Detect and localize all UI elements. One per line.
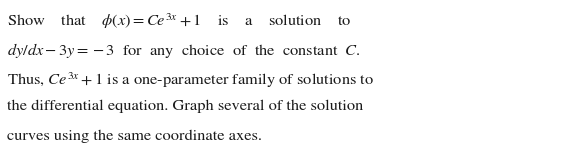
Text: $dy/dx - 3y = -3$  for  any  choice  of  the  constant  $C$.: $dy/dx - 3y = -3$ for any choice of the … [7,41,361,60]
Text: the differential equation. Graph several of the solution: the differential equation. Graph several… [7,100,364,113]
Text: curves using the same coordinate axes.: curves using the same coordinate axes. [7,129,262,143]
Text: Thus, $Ce^{3x}+1$ is a one-parameter family of solutions to: Thus, $Ce^{3x}+1$ is a one-parameter fam… [7,70,374,90]
Text: Show    that    $\phi(x) = Ce^{3x}+1$    is    a    solution    to: Show that $\phi(x) = Ce^{3x}+1$ is a sol… [7,11,352,31]
